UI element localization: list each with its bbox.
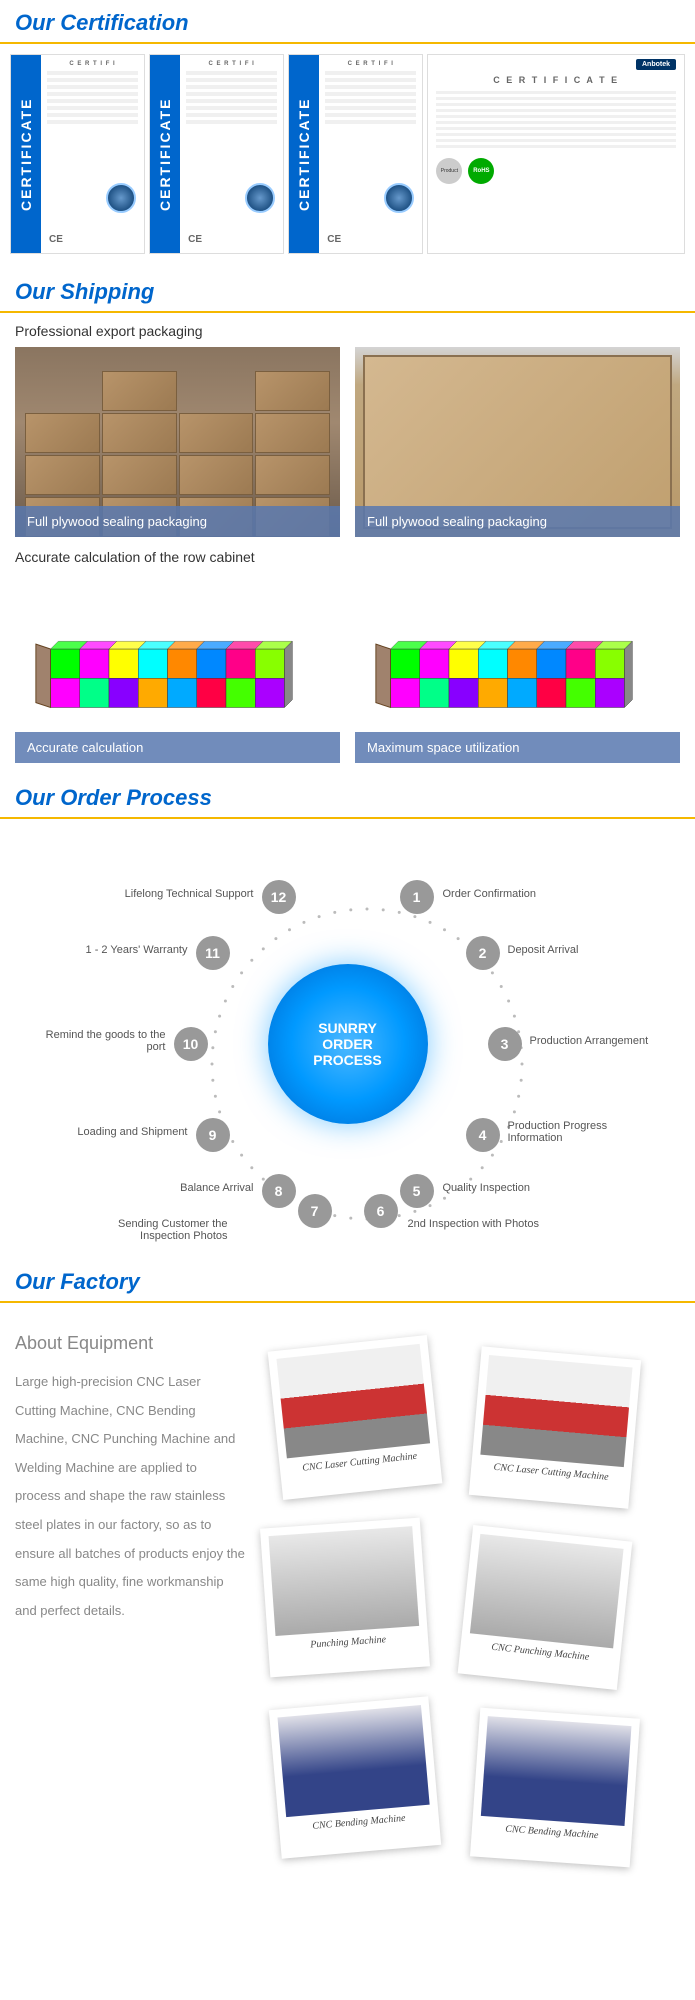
process-step-1: 1 <box>400 880 434 914</box>
factory-photo-2: Punching Machine <box>260 1518 430 1678</box>
process-step-label-7: Sending Customer the Inspection Photos <box>88 1218 228 1242</box>
cert-body: C E R T I F I CE <box>180 55 283 253</box>
anbotek-logo: Anbotek <box>636 59 676 70</box>
cert-body: C E R T I F I CE <box>319 55 422 253</box>
process-step-label-5: Quality Inspection <box>443 1182 583 1194</box>
factory-photo-5: CNC Bending Machine <box>470 1708 640 1868</box>
factory-photo-0: CNC Laser Cutting Machine <box>268 1335 443 1500</box>
ce-mark: CE <box>49 234 63 245</box>
order-process-header: Our Order Process <box>0 775 695 819</box>
product-badge-icon: Product <box>436 158 462 184</box>
calculation-row: Accurate calculation Maximum space utili… <box>0 573 695 775</box>
photo-image <box>470 1534 624 1649</box>
container-svg-2 <box>371 602 664 735</box>
process-step-7: 7 <box>298 1194 332 1228</box>
cert-title: C E R T I F I <box>186 61 277 67</box>
certificates-row: CERTIFICATE C E R T I F I CE CERTIFICATE… <box>0 54 695 269</box>
packaging-caption-2: Full plywood sealing packaging <box>355 506 680 537</box>
photo-image <box>481 1716 632 1826</box>
photo-image <box>480 1355 632 1467</box>
cert-side-label: CERTIFICATE <box>150 55 180 253</box>
cert-big-title: C E R T I F I C A T E <box>436 75 676 85</box>
process-step-3: 3 <box>488 1027 522 1061</box>
process-diagram: SUNRRY ORDER PROCESS 1Order Confirmation… <box>0 829 695 1259</box>
process-step-6: 6 <box>364 1194 398 1228</box>
process-step-9: 9 <box>196 1118 230 1152</box>
factory-text: About Equipment Large high-precision CNC… <box>15 1333 245 1853</box>
factory-title: About Equipment <box>15 1333 245 1354</box>
calc-caption-1: Accurate calculation <box>15 732 340 763</box>
ce-mark: CE <box>327 234 341 245</box>
container-image-2: Maximum space utilization <box>355 573 680 763</box>
process-ring: 1Order Confirmation2Deposit Arrival3Prod… <box>178 874 518 1214</box>
process-step-2: 2 <box>466 936 500 970</box>
rohs-badge-icon: RoHS <box>468 158 494 184</box>
process-step-5: 5 <box>400 1174 434 1208</box>
packaging-caption-1: Full plywood sealing packaging <box>15 506 340 537</box>
cert-title: C E R T I F I <box>325 61 416 67</box>
process-step-label-4: Production Progress Information <box>508 1120 648 1144</box>
cert-title: C E R T I F I <box>47 61 138 67</box>
process-step-11: 11 <box>196 936 230 970</box>
badges-row: Product RoHS <box>436 158 676 184</box>
process-step-label-6: 2nd Inspection with Photos <box>408 1218 548 1230</box>
photo-label: Punching Machine <box>276 1632 420 1653</box>
packaging-image-2: Full plywood sealing packaging <box>355 347 680 537</box>
packaging-image-1: Full plywood sealing packaging <box>15 347 340 537</box>
packaging-row: Full plywood sealing packaging Full plyw… <box>0 347 695 549</box>
cert-body: C E R T I F I CE <box>41 55 144 253</box>
process-step-label-9: Loading and Shipment <box>48 1126 188 1138</box>
photo-image <box>269 1526 420 1636</box>
cert-badge-icon <box>245 183 275 213</box>
factory-photo-1: CNC Laser Cutting Machine <box>469 1346 641 1508</box>
process-step-label-12: Lifelong Technical Support <box>114 888 254 900</box>
process-step-label-1: Order Confirmation <box>443 888 583 900</box>
cert-badge-icon <box>384 183 414 213</box>
process-step-12: 12 <box>262 880 296 914</box>
process-step-label-8: Balance Arrival <box>114 1182 254 1194</box>
certificate-3: CERTIFICATE C E R T I F I CE <box>288 54 423 254</box>
process-step-4: 4 <box>466 1118 500 1152</box>
cert-side-label: CERTIFICATE <box>289 55 319 253</box>
factory-photo-4: CNC Bending Machine <box>269 1696 441 1858</box>
container-image-1: Accurate calculation <box>15 573 340 763</box>
container-svg-1 <box>31 602 324 735</box>
certificate-4: Anbotek C E R T I F I C A T E Product Ro… <box>427 54 685 254</box>
factory-photos: CNC Laser Cutting MachineCNC Laser Cutti… <box>265 1333 680 1853</box>
calc-caption-2: Maximum space utilization <box>355 732 680 763</box>
cert-side-label: CERTIFICATE <box>11 55 41 253</box>
process-step-label-11: 1 - 2 Years' Warranty <box>48 944 188 956</box>
process-step-label-10: Remind the goods to the port <box>26 1029 166 1053</box>
shipping-sublabel-2: Accurate calculation of the row cabinet <box>0 549 695 573</box>
process-step-10: 10 <box>174 1027 208 1061</box>
certification-header: Our Certification <box>0 0 695 44</box>
photo-image <box>277 1705 429 1817</box>
process-step-label-3: Production Arrangement <box>530 1035 670 1047</box>
factory-desc: Large high-precision CNC Laser Cutting M… <box>15 1368 245 1625</box>
shipping-sublabel-1: Professional export packaging <box>0 323 695 347</box>
ce-mark: CE <box>188 234 202 245</box>
process-step-label-2: Deposit Arrival <box>508 944 648 956</box>
cert-badge-icon <box>106 183 136 213</box>
process-step-8: 8 <box>262 1174 296 1208</box>
photo-image <box>276 1344 430 1459</box>
factory-content: About Equipment Large high-precision CNC… <box>0 1313 695 1873</box>
photo-label: CNC Bending Machine <box>480 1822 624 1843</box>
shipping-header: Our Shipping <box>0 269 695 313</box>
factory-photo-3: CNC Punching Machine <box>458 1525 633 1690</box>
certificate-2: CERTIFICATE C E R T I F I CE <box>149 54 284 254</box>
certificate-1: CERTIFICATE C E R T I F I CE <box>10 54 145 254</box>
